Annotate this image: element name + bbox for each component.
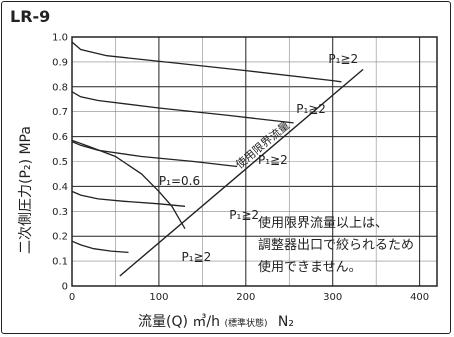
y-tick-label: 0.5: [52, 157, 68, 168]
y-tick-label: 0.9: [52, 57, 68, 68]
y-tick-label: 0.4: [52, 182, 68, 193]
x-tick-label: 400: [410, 292, 429, 303]
y-tick-label: 0.8: [52, 82, 68, 93]
note-line-3: 使用できません。: [258, 259, 362, 275]
x-tick-labels: 0 100 200 300 400: [69, 292, 429, 303]
series-annotation-4: P₁≧2: [229, 208, 259, 222]
plot-border: [71, 36, 438, 287]
x-axis-label-note: (標準状態): [224, 317, 267, 329]
series-annotation-6: P₁=0.6: [159, 174, 200, 188]
y-tick-label: 0.1: [52, 257, 68, 268]
x-axis-label: 流量(Q) ㎥/h (標準状態) N₂: [138, 314, 294, 330]
y-tick-labels: 0 0.1 0.2 0.3 0.4 0.5 0.6 0.7 0.8 0.9 1.0: [52, 33, 68, 293]
series-line-3: [71, 141, 238, 168]
series-line-5: [71, 240, 129, 254]
chart-frame: [1, 1, 451, 334]
series-annotation-3: P₁≧2: [258, 153, 288, 167]
y-tick-label: 0: [62, 282, 68, 293]
limit-line: [119, 68, 364, 277]
x-axis-label-main: 流量(Q) ㎥/h: [138, 314, 220, 330]
x-tick-label: 300: [323, 292, 342, 303]
y-tick-label: 1.0: [52, 33, 68, 44]
series-annotation-5: P₁≧2: [182, 250, 212, 264]
series-line-6: [71, 139, 186, 230]
series-group: [71, 41, 364, 277]
y-tick-label: 0.7: [52, 107, 68, 118]
y-tick-label: 0.3: [52, 207, 68, 218]
series-annotation-2: P₁≧2: [296, 102, 326, 116]
y-tick-label: 0.2: [52, 232, 68, 243]
series-line-2: [71, 91, 294, 124]
series-line-4: [71, 190, 186, 207]
x-tick-label: 100: [149, 292, 168, 303]
x-axis-label-tail: N₂: [278, 314, 294, 330]
note-line-1: 使用限界流量以上は、: [258, 215, 388, 231]
note-line-2: 調整器出口で絞られるため: [258, 238, 414, 253]
y-tick-label: 0.6: [52, 132, 68, 143]
chart-title: LR-9: [10, 7, 50, 26]
series-annotation-1: P₁≧2: [328, 52, 358, 66]
y-axis-label: 二次側圧力(P₂) MPa: [18, 126, 34, 254]
series-line-1: [71, 41, 342, 83]
grid: [72, 37, 437, 286]
x-tick-label: 200: [236, 292, 255, 303]
x-tick-label: 0: [69, 292, 75, 303]
